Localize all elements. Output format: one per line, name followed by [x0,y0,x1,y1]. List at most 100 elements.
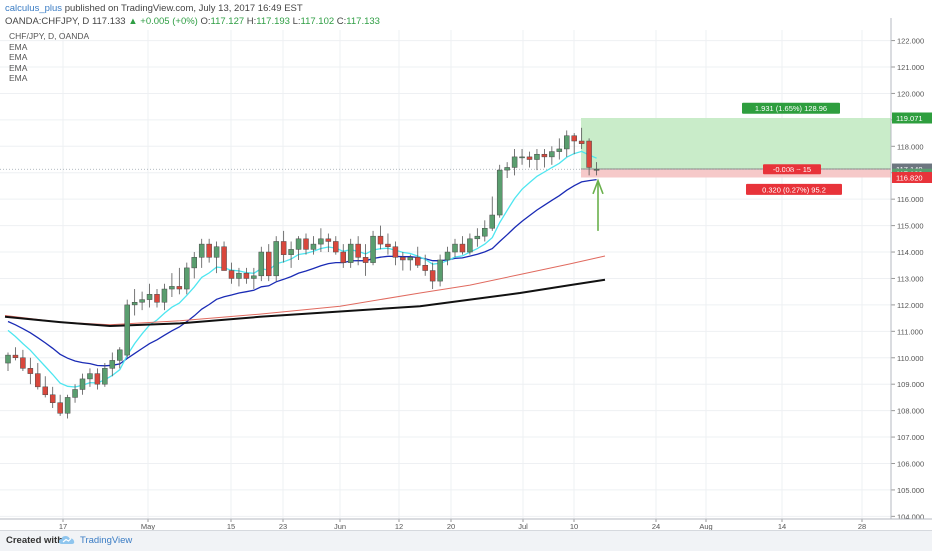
candle [392,241,399,266]
y-tick-label: 116.000 [897,195,924,204]
candle [64,394,71,419]
axes: 122.000121.000120.000119.000118.000117.0… [0,18,932,531]
last-price: 117.133 [91,16,126,27]
candle [221,241,227,271]
legend-ema-1[interactable]: EMA [9,41,28,52]
candle-body [340,251,346,263]
center-label-2: 6.03 [785,166,800,175]
candle [362,244,369,276]
candle-body [593,169,600,171]
target-price-badge-text: 119.071 [896,114,923,123]
candle-body [228,270,235,279]
candle [12,347,19,361]
candle-body [415,257,421,266]
y-tick-label: 115.000 [897,222,924,231]
y-tick-label: 112.000 [897,301,924,310]
candle-body [64,397,71,414]
candle-body [370,235,376,263]
legend-ema-3[interactable]: EMA [9,62,28,73]
candle-body [526,156,533,160]
candle-body [422,264,428,271]
candle-body [131,302,138,306]
candle [161,283,168,311]
candle-body [42,386,48,396]
high-label: H: [246,16,257,27]
candle-body [221,246,227,271]
stop-price-badge: 116.820 [892,171,932,183]
candle-body [586,140,592,168]
candle [578,127,585,149]
y-tick-label: 121.000 [897,63,924,72]
candles [5,127,600,419]
candle-body [198,243,205,258]
stop-price-badge-text: 116.820 [896,173,923,182]
tradingview-brand[interactable]: TradingView [80,535,133,546]
candle-body [303,238,309,250]
published-text: published on TradingView.com, July 13, 2… [64,3,303,14]
ema-mid-line [7,178,597,367]
candle [295,236,302,260]
candle-body [266,251,272,277]
symbol-header: OANDA:CHFJPY, D 117.133 ▲ +0.005 (+0%) O… [5,16,380,27]
candle [154,289,160,308]
candle [429,262,436,290]
candle [489,196,495,231]
candle-body [12,354,19,359]
candle-body [437,259,443,282]
symbol-label[interactable]: OANDA:CHFJPY, D [5,16,90,27]
x-tick-label: 17 [59,522,67,531]
candle-body [347,243,354,263]
candle [355,236,361,266]
candle [526,151,533,168]
candle-body [117,349,123,361]
candle [564,130,570,157]
close-value: 117.133 [346,16,380,27]
author-link[interactable]: calculus_plus [5,3,63,14]
candle-body [429,270,436,282]
candle [444,246,451,266]
x-tick-label: 10 [570,522,578,531]
candle-body [176,286,183,290]
candle-body [467,238,473,253]
y-tick-label: 108.000 [897,407,924,416]
y-tick-label: 107.000 [897,433,924,442]
candle-body [519,156,525,159]
candle [213,241,220,274]
candle-body [161,288,168,303]
y-tick-label: 105.000 [897,486,924,495]
candle [519,148,525,165]
candle [459,236,466,255]
candle-body [385,243,391,247]
candle [333,236,339,255]
candle-body [79,378,86,390]
x-tick-label: 14 [778,522,786,531]
candle [422,254,428,276]
y-tick-label: 122.000 [897,37,924,46]
candle-body [355,243,361,258]
candle-body [184,267,190,290]
x-tick-label: May [141,522,155,531]
loss-label-text: 0.320 (0.27%) 95.2 [762,185,826,194]
candle [541,148,548,168]
candle-body [571,135,577,142]
candle [511,148,518,176]
candle [206,238,212,263]
candle-body [206,243,212,258]
candle [57,394,63,416]
candle [593,162,600,176]
candle [340,244,346,268]
candle [124,299,130,358]
position-tool[interactable] [0,117,891,178]
legend-ema-4[interactable]: EMA [9,73,28,83]
candle-body [94,373,101,385]
change-up-icon: ▲ [128,16,138,27]
candle-body [236,272,242,279]
candle [556,138,563,160]
y-tick-label: 114.000 [897,248,924,257]
candle-body [578,140,585,144]
candle [131,289,138,316]
legend-ema-2[interactable]: EMA [9,52,28,62]
candle [184,262,190,295]
